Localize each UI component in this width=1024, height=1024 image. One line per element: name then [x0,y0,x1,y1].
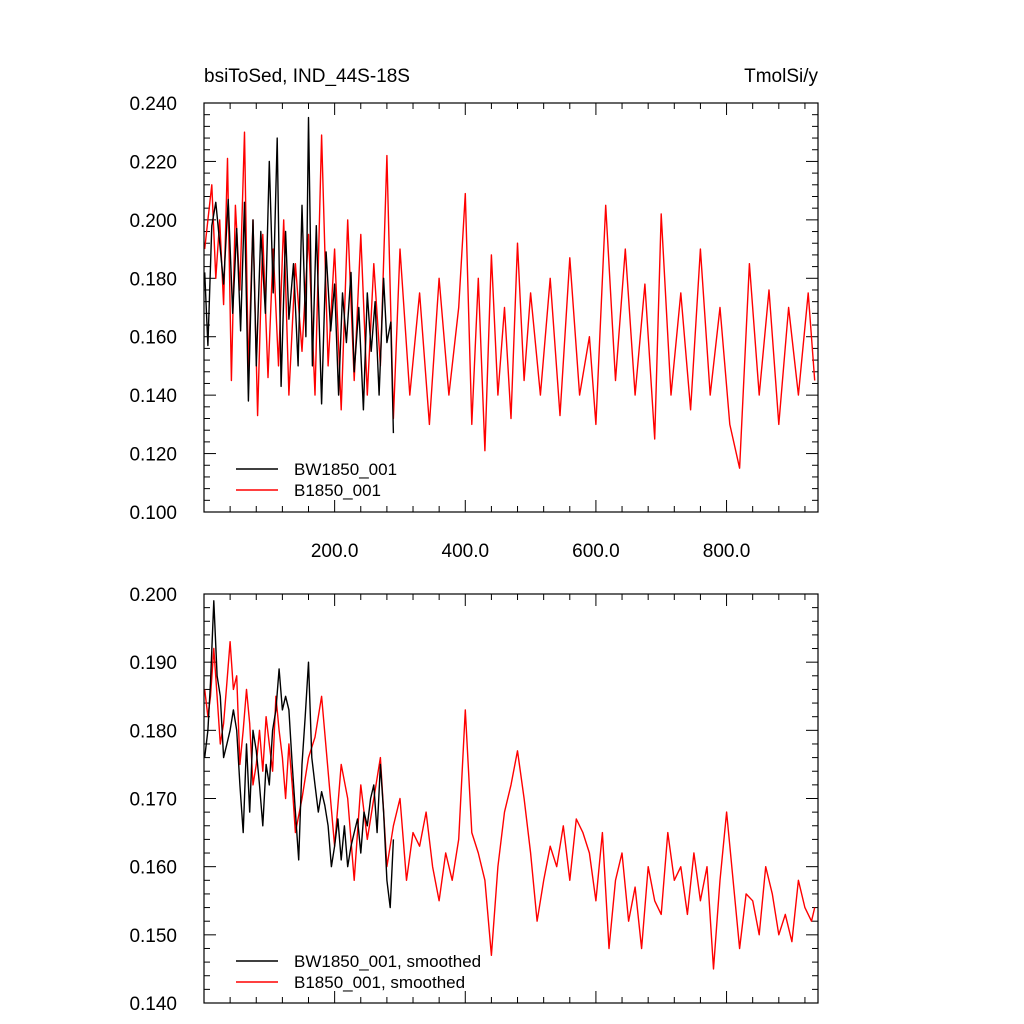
top-y-tick-label: 0.100 [129,503,177,524]
bottom-y-tick-label: 0.150 [129,926,177,947]
top-y-tick-label: 0.220 [129,152,177,173]
bottom-y-tick-label: 0.190 [129,653,177,674]
top-x-tick-label: 600.0 [572,541,620,562]
top-y-tick-label: 0.240 [129,94,177,115]
bottom-y-tick-labels: 0.140 0.150 0.160 0.170 0.180 0.190 0.200 [129,585,177,1015]
top-panel: bsiToSed, IND_44S-18S TmolSi/y 0.100 0.12… [129,66,819,562]
top-x-tick-labels: 200.0 400.0 600.0 800.0 [311,541,750,562]
top-y-tick-labels: 0.100 0.120 0.140 0.160 0.180 0.200 0.220 0.240 [129,94,177,524]
bottom-series-lines [204,600,816,970]
bottom-panel: 0.140 0.150 0.160 0.170 0.180 0.190 0.200 BW18… [129,585,819,1015]
top-y-tick-label: 0.120 [129,445,177,466]
top-title-left: bsiToSed, IND_44S-18S [204,66,410,87]
top-y-tick-label: 0.180 [129,269,177,290]
top-x-tick-label: 400.0 [442,541,490,562]
top-series-line-b1850 [204,131,816,469]
bottom-y-tick-label: 0.170 [129,790,177,811]
bottom-y-tick-label: 0.160 [129,858,177,879]
bottom-series-line-b1850 [204,641,816,970]
bottom-legend-label-b1850: B1850_001, smoothed [294,973,465,992]
bottom-y-tick-label: 0.180 [129,721,177,742]
top-legend: BW1850_001 B1850_001 [236,460,397,500]
top-x-tick-label: 200.0 [311,541,359,562]
bottom-axis-ticks [204,593,818,1004]
bottom-legend: BW1850_001, smoothed B1850_001, smoothed [236,952,481,992]
bottom-y-tick-label: 0.140 [129,994,177,1015]
top-axis-ticks [204,102,818,513]
top-y-tick-label: 0.140 [129,386,177,407]
top-series-line-bw1850 [204,116,395,434]
top-legend-label-b1850: B1850_001 [294,481,381,500]
top-series-lines [204,116,816,469]
top-y-tick-label: 0.160 [129,328,177,349]
bottom-y-tick-label: 0.200 [129,585,177,606]
bottom-legend-label-bw1850: BW1850_001, smoothed [294,952,481,971]
top-x-tick-label: 800.0 [703,541,751,562]
top-y-tick-label: 0.200 [129,211,177,232]
bottom-plot-frame [203,593,819,1004]
top-title-right: TmolSi/y [744,66,818,87]
top-legend-label-bw1850: BW1850_001 [294,460,397,479]
top-plot-frame [203,102,819,513]
bottom-series-line-bw1850 [204,600,395,909]
